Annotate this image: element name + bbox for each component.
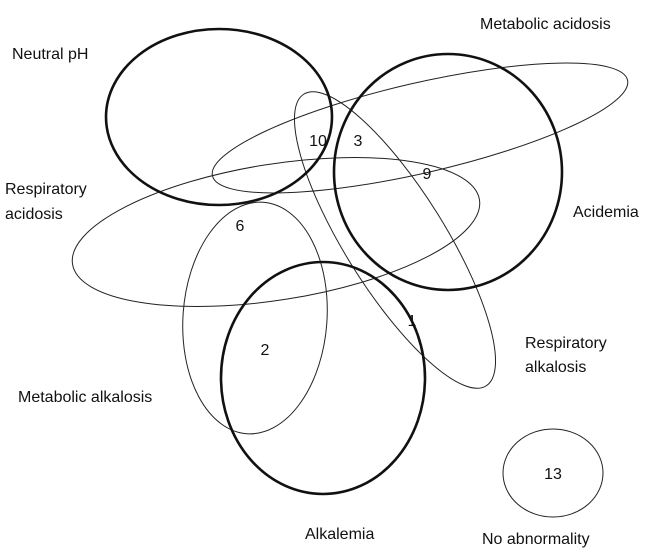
acidemia-set (332, 52, 564, 292)
respiratory-alkalosis-set (293, 91, 497, 389)
set-label: Respiratory (5, 181, 87, 198)
set-label: Respiratory (525, 335, 607, 352)
neutral-ph-set (104, 27, 334, 207)
set-label: Alkalemia (305, 526, 374, 543)
metabolic-alkalosis-set (182, 201, 328, 435)
metabolic-acidosis-set (211, 62, 629, 194)
set-label: Neutral pH (12, 46, 88, 63)
no-abnormality-set (502, 428, 604, 518)
respiratory-acidosis-set (71, 157, 481, 307)
region-count: 10 (309, 133, 327, 150)
region-count: 3 (354, 133, 363, 150)
set-label: Acidemia (573, 204, 639, 221)
set-label: Metabolic alkalosis (18, 389, 152, 406)
set-label: No abnormality (482, 531, 590, 548)
set-label: acidosis (5, 206, 63, 223)
region-count: 13 (544, 466, 562, 483)
alkalemia-set (219, 260, 427, 496)
set-label: alkalosis (525, 359, 586, 376)
region-count: 6 (236, 218, 245, 235)
region-count: 9 (423, 166, 432, 183)
region-count: 1 (408, 313, 417, 330)
set-label: Metabolic acidosis (480, 16, 611, 33)
region-count: 2 (261, 342, 270, 359)
